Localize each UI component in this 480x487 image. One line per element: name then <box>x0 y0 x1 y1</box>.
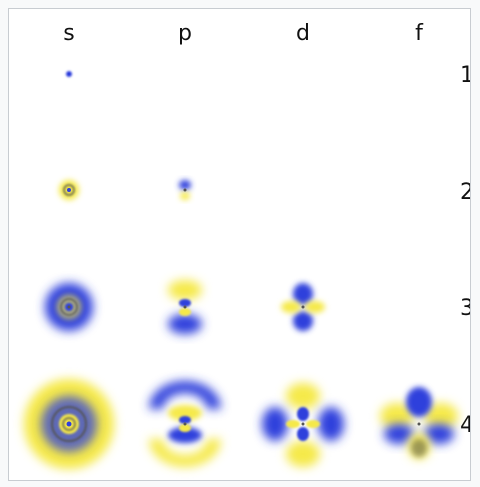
orbital-4s <box>24 379 114 469</box>
orbital-4p <box>149 381 221 467</box>
orbital-figure: s p d f 1 2 3 4 <box>8 8 471 481</box>
column-label-f: f <box>415 21 424 46</box>
orbital-2s <box>59 180 79 200</box>
row-label-4: 4 <box>460 413 471 438</box>
column-label-s: s <box>63 21 74 46</box>
row-label-2: 2 <box>460 180 471 205</box>
column-label-p: p <box>178 21 192 46</box>
orbital-4d <box>262 383 344 467</box>
orbital-1s <box>66 71 72 77</box>
orbital-3p <box>168 280 202 334</box>
orbital-2p <box>179 180 191 200</box>
orbital-3d <box>281 283 325 331</box>
orbital-grid: s p d f 1 2 3 4 <box>24 21 471 469</box>
orbital-3s <box>45 283 93 331</box>
column-label-d: d <box>296 21 310 46</box>
orbital-4f <box>380 387 458 459</box>
row-label-1: 1 <box>460 63 471 88</box>
row-label-3: 3 <box>460 296 471 321</box>
